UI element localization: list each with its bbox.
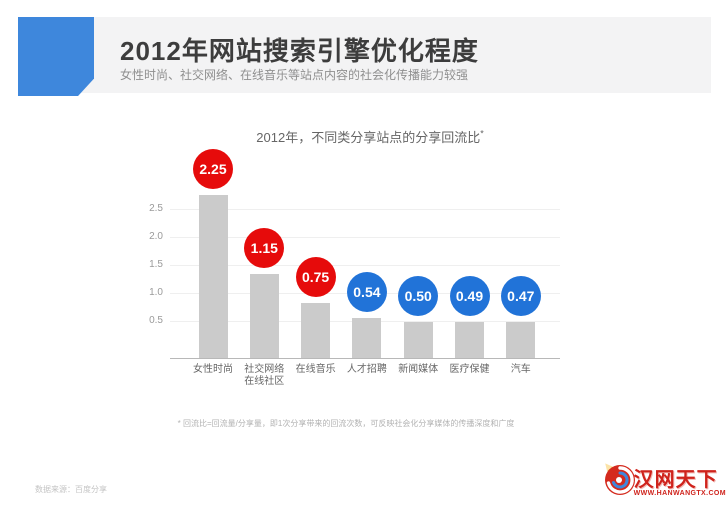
data-source: 数据来源：百度分享 (35, 485, 107, 494)
value-bubble-5: 0.49 (449, 276, 490, 316)
chart-title-text: 2012年，不同类分享站点的分享回流比 (256, 130, 481, 145)
header-strip (18, 17, 711, 93)
x-axis-label-2: 在线音乐 (295, 364, 336, 375)
brand-logo-name: 汉网天下 (633, 469, 718, 491)
y-axis-tick-label: 2.5 (149, 203, 163, 214)
bar-4 (403, 322, 433, 358)
gridline (170, 265, 560, 266)
brand-logo-url: WWW.HANWANGTX.COM (633, 490, 726, 497)
y-axis-tick-label: 2.0 (149, 231, 163, 242)
x-axis-line (170, 358, 560, 359)
brand-swirl-icon (598, 459, 642, 508)
chart-title: 2012年，不同类分享站点的分享回流比* (170, 127, 570, 146)
brand-logo: 汉网天下 WWW.HANWANGTX.COM (598, 459, 726, 508)
page-title: 2012年网站搜索引擎优化程度 (120, 36, 479, 66)
x-axis-label-3: 人才招聘 (346, 364, 387, 375)
y-axis-tick-label: 1.0 (149, 287, 163, 298)
chart-footnote: * 回流比=回流量/分享量，即1次分享带来的回流次数，可反映社会化分享媒体的传播… (177, 419, 515, 428)
value-bubble-0: 2.25 (193, 149, 233, 189)
bar-0 (198, 195, 228, 358)
y-axis-tick-label: 0.5 (149, 315, 163, 326)
bar-2 (301, 303, 331, 358)
bar-1 (249, 274, 279, 358)
x-axis-label-4: 新闻媒体 (398, 364, 439, 375)
gridline (170, 237, 560, 238)
page-subtitle: 女性时尚、社交网络、在线音乐等站点内容的社会化传播能力较强 (120, 68, 469, 82)
bar-6 (506, 322, 536, 358)
x-axis-label-6: 汽车 (510, 364, 531, 375)
value-bubble-4: 0.50 (398, 276, 439, 316)
chart-title-footnote-mark: * (480, 128, 484, 139)
y-axis-tick-label: 1.5 (149, 259, 163, 270)
gridline (170, 209, 560, 210)
value-bubble-3: 0.54 (346, 272, 387, 312)
value-bubble-1: 1.15 (244, 228, 285, 268)
value-bubble-6: 0.47 (500, 276, 541, 316)
header-accent-block (18, 17, 94, 96)
value-bubble-2: 0.75 (295, 257, 336, 297)
x-axis-label-1: 社交网络 在线社区 (244, 364, 285, 387)
bar-5 (455, 322, 484, 358)
x-axis-label-0: 女性时尚 (193, 364, 233, 375)
bar-3 (352, 318, 382, 358)
brand-logo-texts: 汉网天下 WWW.HANWANGTX.COM (634, 470, 726, 497)
x-axis-label-5: 医疗保健 (449, 364, 490, 375)
